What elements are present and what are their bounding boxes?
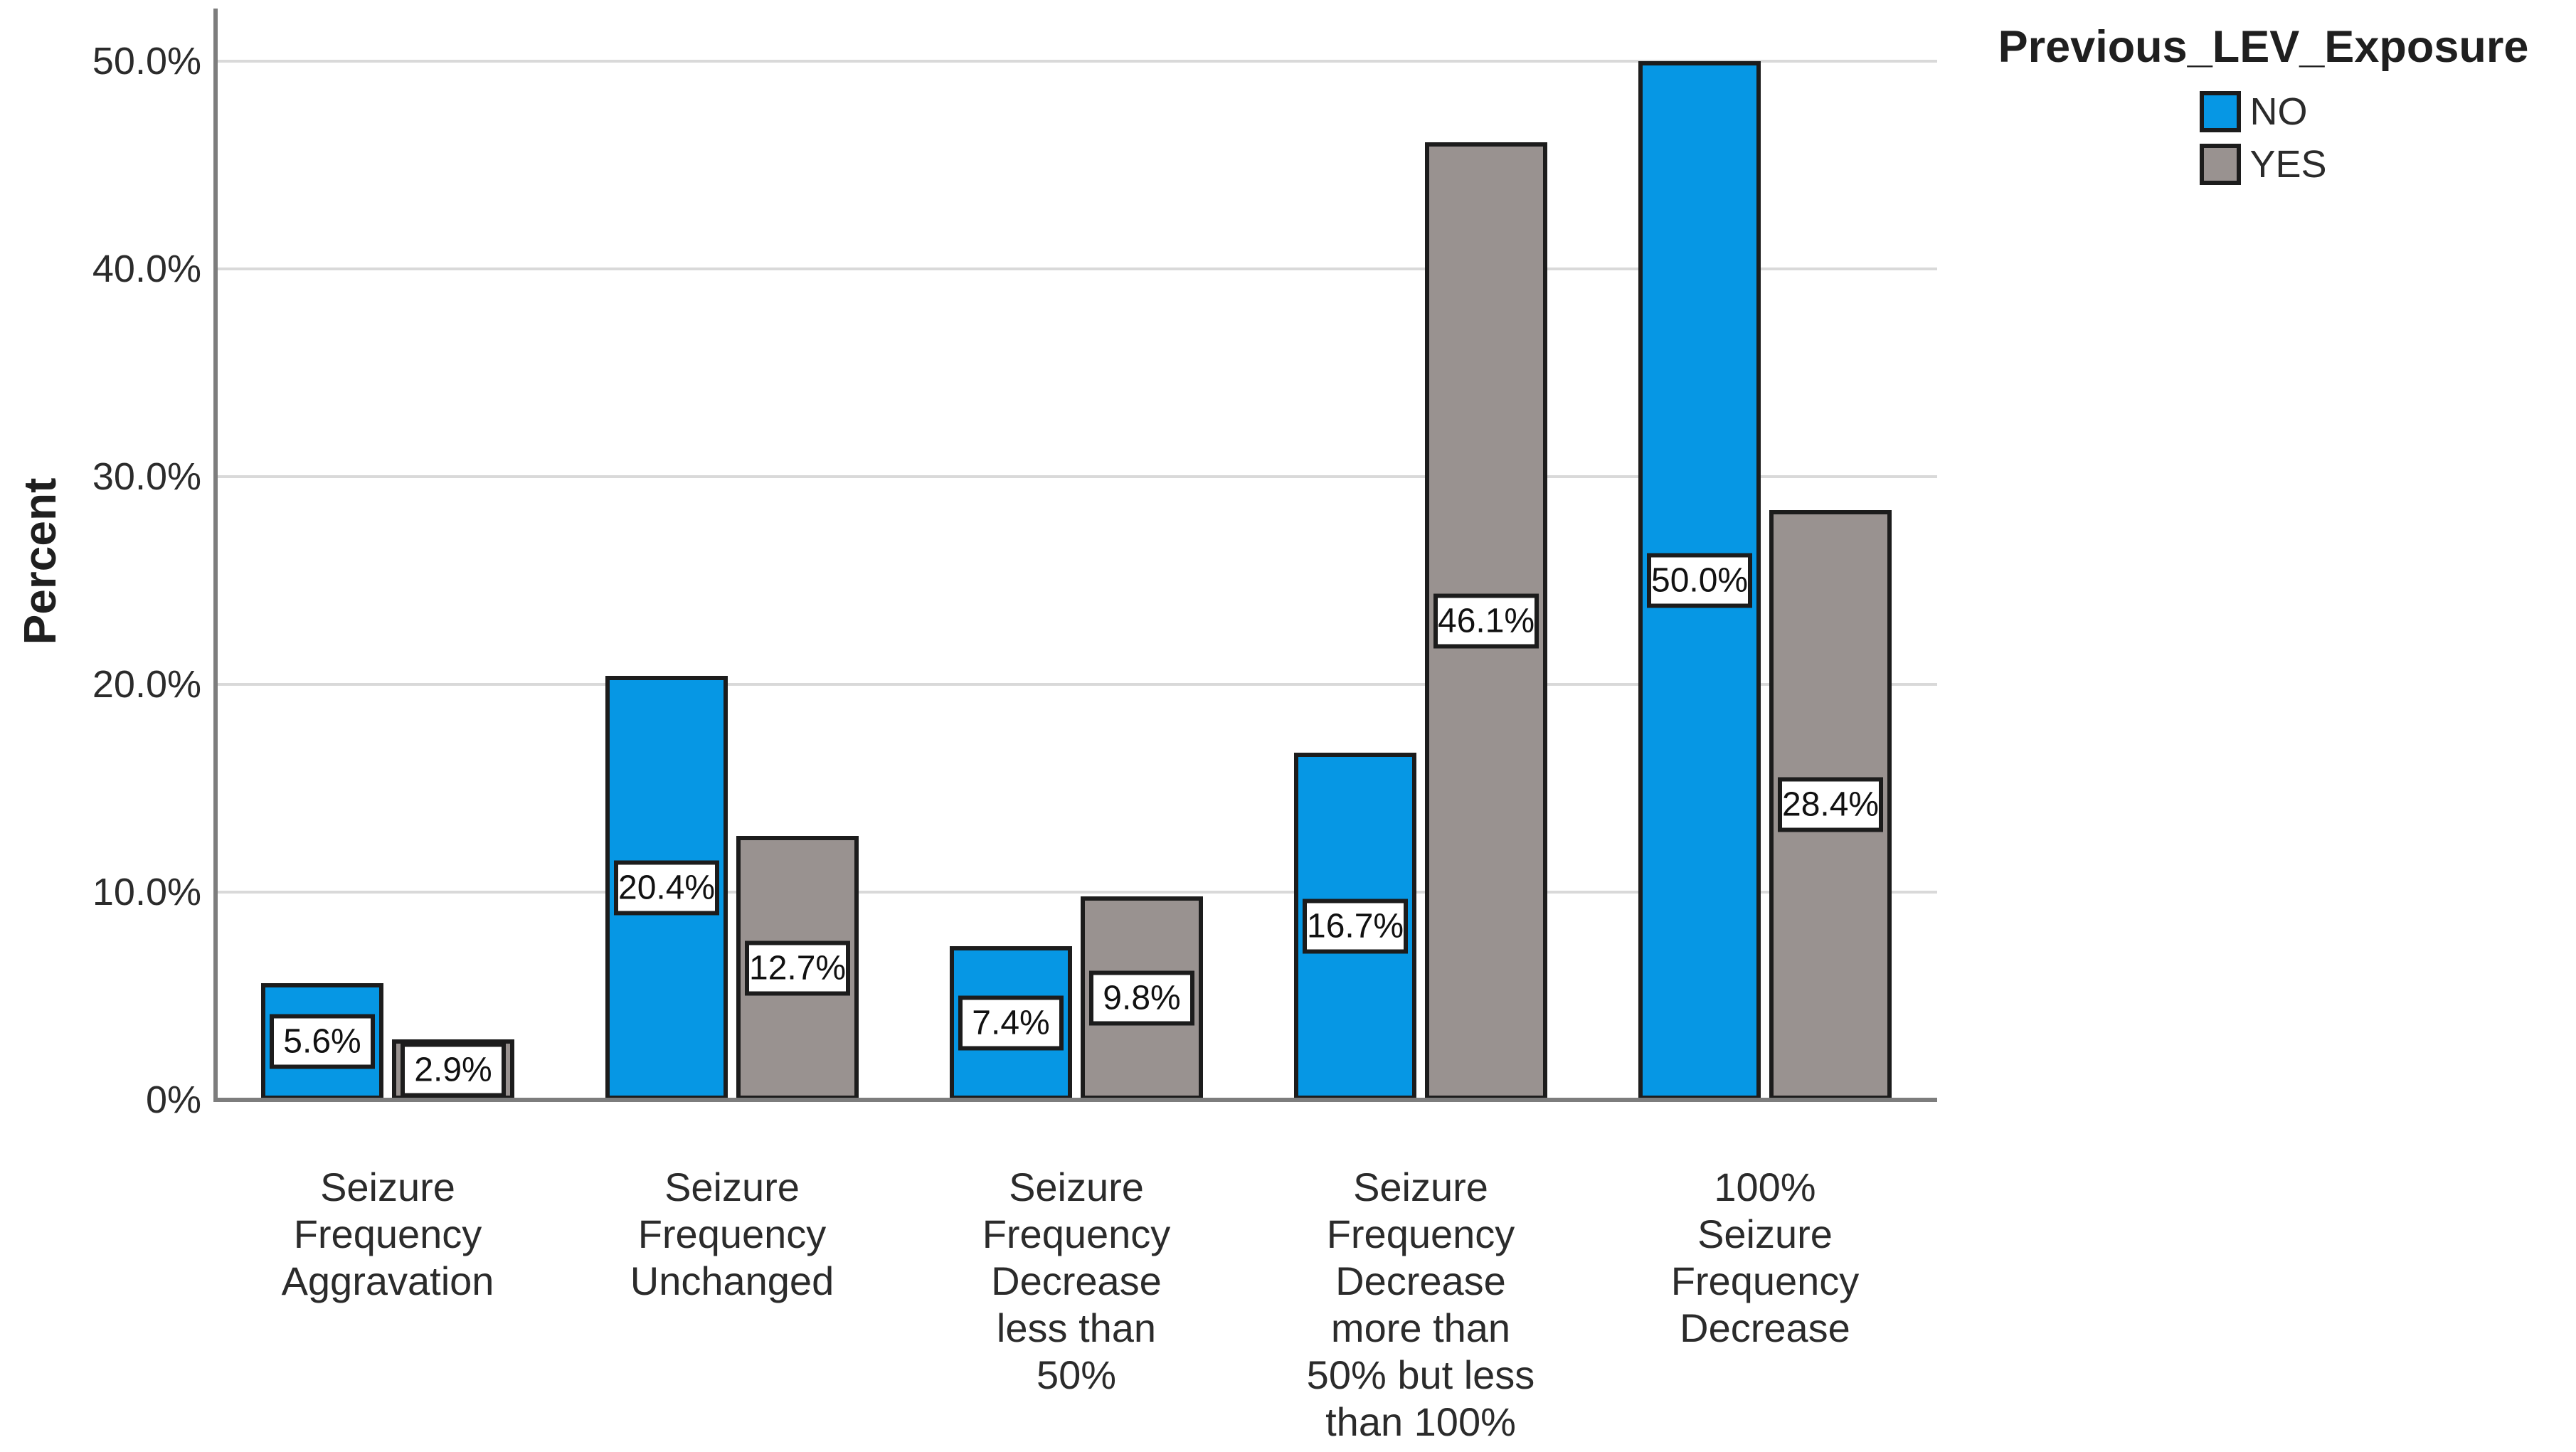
legend-items: NO YES: [2200, 91, 2327, 186]
gridline: [216, 267, 1937, 270]
bar-value-label: 9.8%: [1089, 970, 1194, 1026]
bar-value-label: 20.4%: [614, 860, 719, 916]
legend-item-no: NO: [2200, 91, 2326, 132]
category-label: Seizure Frequency Decrease less than 50%: [982, 1165, 1171, 1397]
legend: Previous_LEV_Exposure NO YES: [1951, 21, 2576, 185]
y-axis-line: [213, 9, 218, 1102]
category-label: 100% Seizure Frequency Decrease: [1670, 1165, 1860, 1350]
gridline: [216, 60, 1937, 63]
y-axis-tick-label: 10.0%: [92, 871, 201, 913]
y-axis-title: Percent: [14, 477, 65, 645]
category-label: Seizure Frequency Aggravation: [281, 1165, 494, 1303]
y-axis-tick-label: 50.0%: [92, 40, 201, 83]
x-axis-line: [213, 1098, 1937, 1102]
y-axis-tick-label: 0%: [145, 1079, 201, 1121]
legend-item-label: NO: [2249, 90, 2308, 133]
category-label: Seizure Frequency Unchanged: [630, 1165, 834, 1303]
y-axis-tick-label: 30.0%: [92, 455, 201, 498]
bar-value-label: 12.7%: [745, 940, 850, 996]
legend-swatch-yes: [2200, 144, 2242, 185]
bar-value-label: 16.7%: [1303, 899, 1408, 954]
y-axis-tick-label: 20.0%: [92, 663, 201, 706]
legend-item-yes: YES: [2200, 143, 2327, 186]
legend-item-label: YES: [2249, 143, 2327, 186]
bar-value-label: 46.1%: [1433, 593, 1539, 649]
gridline: [216, 891, 1937, 894]
bar-value-label: 5.6%: [270, 1014, 375, 1069]
gridline: [216, 683, 1937, 686]
gridline: [216, 475, 1937, 478]
bar-value-label: 2.9%: [401, 1042, 506, 1098]
legend-title: Previous_LEV_Exposure: [1998, 22, 2529, 72]
bar-value-label: 7.4%: [958, 995, 1064, 1051]
plot-area: 5.6% 20.4% 7.4% 16.7% 50.0% 2.9% 12.7% 9.8% 46.1…: [216, 60, 1937, 1100]
y-axis-tick-label: 40.0%: [92, 248, 201, 290]
category-label: Seizure Frequency Decrease more than 50%…: [1306, 1165, 1535, 1444]
legend-swatch-no: [2200, 91, 2242, 132]
bar-value-label: 50.0%: [1647, 553, 1752, 608]
bar-value-label: 28.4%: [1778, 777, 1883, 832]
